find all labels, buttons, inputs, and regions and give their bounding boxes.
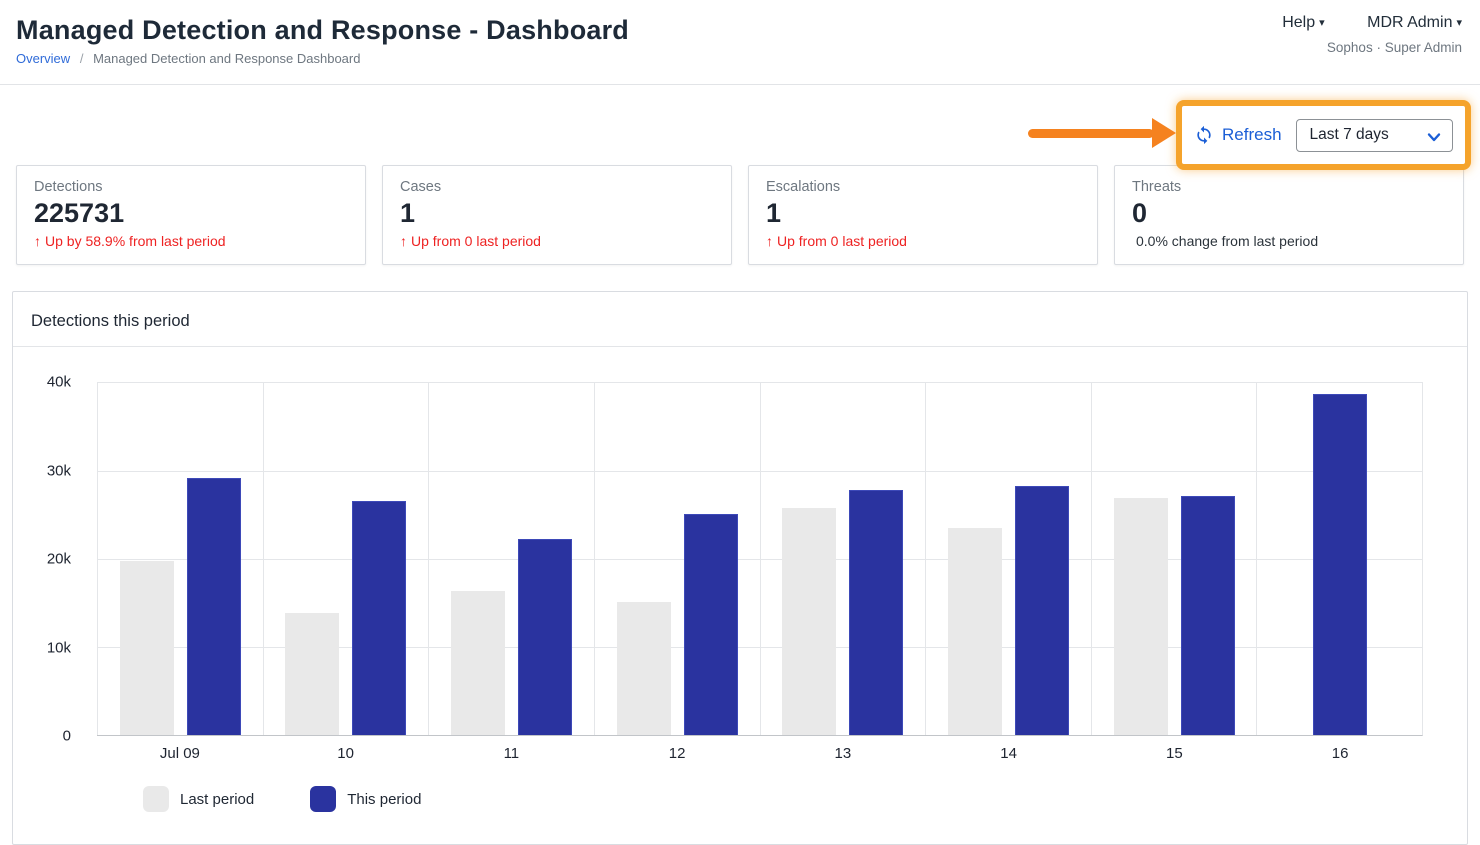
bar-this-period-11[interactable] (518, 538, 573, 735)
y-tick-label: 10k (46, 639, 71, 656)
legend-item-last-period[interactable]: Last period (143, 786, 254, 812)
card-label: Detections (34, 179, 103, 195)
bar-last-period-11[interactable] (451, 590, 506, 735)
breadcrumb-current: Managed Detection and Response Dashboard (93, 51, 361, 66)
x-tick-label: 15 (1166, 745, 1183, 762)
stat-cards-row: Detections 225731 ↑ Up by 58.9% from last… (16, 165, 1464, 265)
legend-swatch (143, 786, 169, 812)
legend-swatch (310, 786, 337, 812)
bar-last-period-jul-09[interactable] (119, 560, 174, 735)
bar-group-12 (593, 383, 760, 735)
bar-last-period-12[interactable] (616, 602, 671, 735)
header-divider (0, 84, 1480, 85)
x-axis: Jul 09 10 11 12 13 14 15 16 (97, 745, 1423, 762)
bar-group-11 (428, 383, 594, 735)
annotation-highlight-box: Refresh Last 7 days (1176, 100, 1471, 170)
card-value: 225731 (34, 198, 125, 228)
bar-this-period-10[interactable] (352, 500, 407, 735)
card-value: 1 (766, 198, 782, 228)
up-arrow-icon: ↑ (766, 233, 773, 249)
breadcrumb-overview-link[interactable]: Overview (16, 51, 71, 66)
bar-group-10 (262, 383, 429, 735)
chevron-down-icon: ▾ (1319, 17, 1325, 29)
bar-this-period-14[interactable] (1014, 485, 1069, 735)
date-range-select[interactable]: Last 7 days (1295, 118, 1453, 152)
chart-legend: Last period This period (143, 786, 1423, 812)
account-subtitle: Sophos · Super Admin (1326, 40, 1462, 55)
up-arrow-icon: ↑ (400, 233, 407, 249)
bar-group-16 (1256, 383, 1422, 735)
page-title: Managed Detection and Response - Dashboa… (16, 15, 629, 45)
bar-group-13 (759, 383, 926, 735)
chevron-down-icon: ▾ (1456, 17, 1462, 29)
bar-last-period-10[interactable] (285, 612, 340, 735)
plot-area (97, 382, 1423, 736)
refresh-icon (1194, 125, 1214, 145)
arrow-shaft (1028, 129, 1154, 138)
card-label: Escalations (766, 179, 841, 195)
y-tick-label: 20k (46, 550, 71, 568)
x-tick-label: 10 (337, 745, 354, 762)
legend-label: This period (347, 790, 422, 808)
bar-group-jul-09 (97, 383, 263, 735)
refresh-label: Refresh (1222, 125, 1282, 144)
card-value: 1 (400, 198, 416, 228)
chevron-down-icon (1427, 132, 1441, 141)
card-threats[interactable]: Threats 0 0.0% change from last period (1114, 165, 1464, 265)
bar-last-period-15[interactable] (1113, 498, 1168, 735)
breadcrumb: Overview / Managed Detection and Respons… (16, 51, 1464, 66)
bar-this-period-15[interactable] (1180, 495, 1235, 735)
bar-this-period-12[interactable] (683, 514, 738, 735)
x-tick-label: 16 (1331, 745, 1349, 762)
x-tick-label: 11 (503, 745, 520, 762)
bar-this-period-13[interactable] (849, 490, 904, 735)
card-value: 0 (1132, 198, 1148, 228)
x-tick-label: 13 (834, 745, 852, 762)
bar-chart: 40k 30k 20k 10k 0 Jul 09 10 11 12 13 14 15 16 Last … (13, 347, 1467, 812)
card-label: Threats (1132, 179, 1182, 195)
card-delta: 0.0% change from last period (1136, 233, 1319, 249)
y-tick-label: 30k (46, 462, 71, 479)
panel-title: Detections this period (13, 292, 1467, 347)
date-range-value: Last 7 days (1309, 126, 1389, 143)
detections-panel: Detections this period 40k 30k 20k 10k 0 Jul… (12, 291, 1468, 845)
legend-label: Last period (180, 790, 255, 808)
card-delta: ↑ Up from 0 last period (400, 233, 541, 249)
x-tick-label: 12 (668, 745, 686, 762)
x-tick-label: Jul 09 (159, 745, 200, 762)
top-right-area: Help ▾ MDR Admin ▾ Sophos · Super Admin (1244, 14, 1462, 55)
bar-this-period-16[interactable] (1312, 393, 1367, 735)
annotation-arrow (1028, 85, 1176, 165)
y-tick-label: 40k (46, 373, 71, 391)
up-arrow-icon: ↑ (34, 233, 41, 249)
bar-group-15 (1090, 383, 1257, 735)
bar-last-period-13[interactable] (782, 507, 837, 735)
help-menu[interactable]: Help ▾ (1282, 14, 1325, 31)
y-axis: 40k 30k 20k 10k 0 (13, 374, 85, 745)
bar-last-period-14[interactable] (947, 528, 1002, 735)
account-menu[interactable]: MDR Admin ▾ (1367, 14, 1462, 31)
arrow-head-icon (1152, 118, 1176, 148)
breadcrumb-separator: / (79, 51, 84, 66)
card-cases[interactable]: Cases 1 ↑ Up from 0 last period (382, 165, 732, 265)
y-tick-label: 0 (62, 727, 71, 745)
toolbar: Refresh Last 7 days (0, 85, 1480, 170)
refresh-button[interactable]: Refresh (1194, 125, 1282, 145)
bar-group-14 (925, 383, 1091, 735)
bar-this-period-jul-09[interactable] (186, 478, 241, 735)
card-detections[interactable]: Detections 225731 ↑ Up by 58.9% from last… (16, 165, 366, 265)
legend-item-this-period[interactable]: This period (310, 786, 421, 812)
card-delta: ↑ Up by 58.9% from last period (34, 233, 226, 249)
card-escalations[interactable]: Escalations 1 ↑ Up from 0 last period (748, 165, 1098, 265)
card-delta: ↑ Up from 0 last period (766, 233, 907, 249)
card-label: Cases (400, 179, 442, 195)
top-bar: Managed Detection and Response - Dashboa… (0, 0, 1480, 84)
x-tick-label: 14 (1000, 745, 1017, 762)
